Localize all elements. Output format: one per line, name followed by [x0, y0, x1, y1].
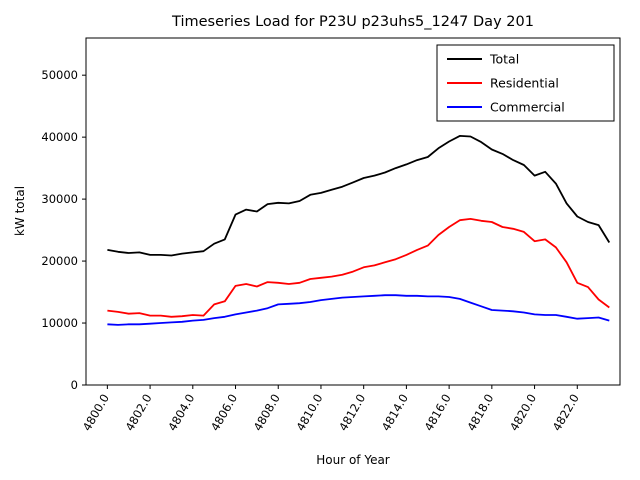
plot-area-group: 4800.0 4802.0 4804.0 4806.0 4808.0 4810.0 4812…: [41, 37, 621, 434]
x-tick-label: 4816.0: [421, 392, 453, 434]
x-axis-label: Hour of Year: [316, 453, 390, 467]
x-tick-label: 4802.0: [122, 392, 154, 434]
y-tick-label: 40000: [41, 130, 78, 144]
y-tick-label: 20000: [41, 254, 78, 268]
x-tick-label: 4810.0: [293, 392, 325, 434]
x-tick-label: 4804.0: [165, 392, 197, 434]
x-tick-label: 4818.0: [464, 391, 496, 433]
y-tick-label: 30000: [41, 192, 78, 206]
x-tick-label: 4814.0: [379, 392, 411, 434]
x-tick-label: 4800.0: [80, 392, 112, 434]
legend-label-total: Total: [489, 52, 519, 67]
chart-title: Timeseries Load for P23U p23uhs5_1247 Da…: [171, 14, 534, 30]
x-tick-label: 4820.0: [507, 392, 539, 434]
series-line-residential: [107, 217, 610, 318]
y-tick-label: 50000: [41, 68, 78, 82]
y-tick-label: 10000: [41, 316, 78, 330]
y-axis-label: kW total: [13, 186, 27, 236]
series-line-total: [107, 134, 611, 257]
series-line-commercial: [107, 294, 610, 326]
x-tick-label: 4822.0: [550, 392, 582, 434]
x-tick-label: 4812.0: [336, 392, 368, 434]
x-tick-label: 4806.0: [208, 392, 240, 434]
legend-label-commercial: Commercial: [490, 100, 565, 115]
y-tick-label: 0: [71, 378, 78, 392]
x-tick-label: 4808.0: [251, 392, 283, 434]
axes-spines: [85, 37, 621, 386]
legend-label-residential: Residential: [490, 76, 559, 91]
